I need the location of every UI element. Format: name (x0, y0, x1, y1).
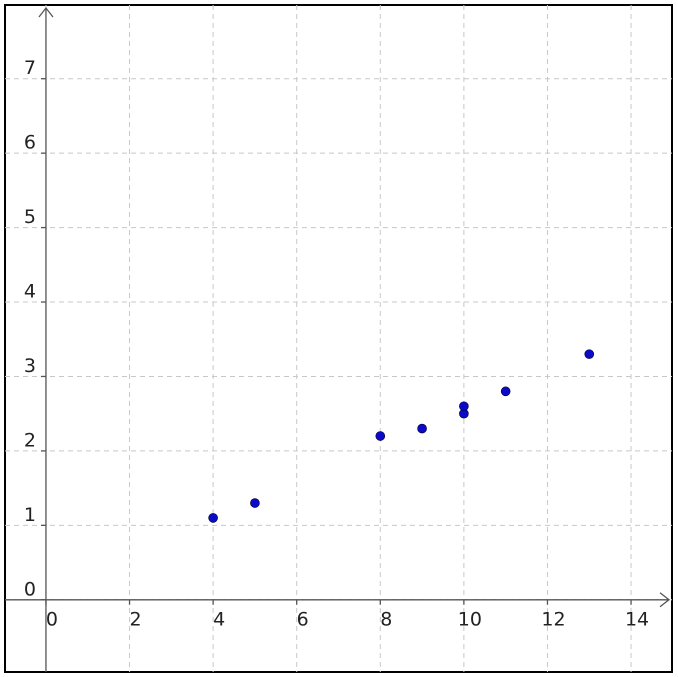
y-tick-label: 0 (24, 578, 36, 600)
x-tick-label: 2 (129, 608, 141, 630)
y-tick-label: 7 (24, 57, 36, 79)
y-tick-label: 3 (24, 355, 36, 377)
y-tick-label: 2 (24, 429, 36, 451)
x-tick-label: 14 (625, 608, 649, 630)
x-tick-label: 6 (297, 608, 309, 630)
y-tick-label: 5 (24, 206, 36, 228)
frame (4, 4, 673, 673)
y-tick-label: 6 (24, 132, 36, 154)
x-tick-label: 10 (458, 608, 482, 630)
point (417, 423, 427, 434)
point (459, 401, 469, 412)
point (375, 431, 386, 441)
point (584, 349, 595, 359)
x-tick-label: 8 (380, 608, 392, 630)
point (250, 498, 260, 508)
point (208, 513, 218, 523)
x-tick-label: 12 (541, 608, 565, 630)
y-axis-arrow (38, 6, 54, 18)
x-axis-arrow (659, 592, 671, 608)
x-tick-label: 4 (213, 608, 225, 630)
y-tick-label: 4 (24, 281, 36, 303)
point (500, 386, 511, 397)
points (208, 349, 595, 523)
y-tick-label: 1 (24, 504, 36, 526)
x-tick-label: 0 (46, 608, 58, 630)
